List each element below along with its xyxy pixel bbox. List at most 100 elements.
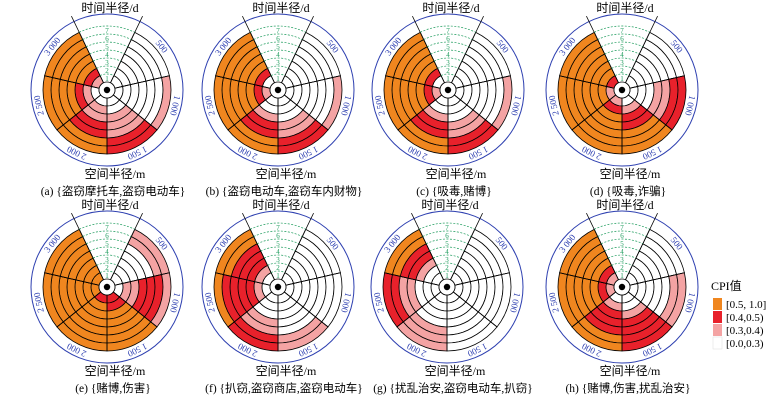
time-ring-arc bbox=[611, 65, 633, 69]
time-tick-label: 7 bbox=[276, 224, 280, 232]
time-tick-label: 1 bbox=[620, 75, 624, 83]
sector-divider bbox=[571, 291, 616, 328]
space-tick-label: 1 000 bbox=[508, 292, 522, 314]
legend-label: [0.0,0.3) bbox=[726, 338, 764, 350]
time-axis-title: 时间半径/d bbox=[421, 198, 478, 212]
chart-caption: (c) {吸毒,赌博} bbox=[416, 184, 492, 198]
sector-divider bbox=[559, 75, 615, 89]
legend-label: [0.4,0.5) bbox=[726, 312, 764, 324]
space-tick-label: 1 000 bbox=[339, 292, 353, 314]
sector-divider bbox=[227, 94, 272, 131]
time-ring-arc bbox=[604, 49, 640, 55]
sector-divider bbox=[242, 212, 275, 280]
sector-divider bbox=[44, 75, 100, 89]
time-tick-label: 7 bbox=[620, 224, 624, 232]
time-ring-arc bbox=[420, 25, 476, 33]
sector-divider bbox=[215, 75, 271, 89]
sector-divider bbox=[453, 291, 498, 328]
sector-divider bbox=[625, 15, 658, 83]
time-ring-arc bbox=[257, 41, 299, 48]
sector-divider bbox=[629, 75, 685, 89]
time-ring-arc bbox=[250, 222, 306, 230]
time-tick-label: 3 bbox=[446, 59, 450, 67]
sector-divider bbox=[285, 75, 341, 89]
time-tick-label: 3 bbox=[105, 256, 109, 264]
chart-caption: (e) {赌博,伤害} bbox=[75, 381, 151, 395]
time-ring-arc bbox=[86, 41, 128, 48]
time-ring-arc bbox=[611, 262, 633, 266]
space-axis-circle bbox=[201, 210, 355, 364]
time-tick-label: 4 bbox=[276, 248, 280, 256]
sector-divider bbox=[56, 291, 101, 328]
time-ring-arc bbox=[419, 222, 475, 230]
time-tick-label: 6 bbox=[276, 232, 280, 240]
sector-divider bbox=[450, 212, 483, 280]
time-tick-label: 7 bbox=[446, 27, 450, 35]
time-tick-label: 5 bbox=[276, 240, 280, 248]
time-ring-arc bbox=[607, 57, 637, 62]
space-tick-label: 2 500 bbox=[203, 291, 217, 313]
time-ring-arc bbox=[432, 254, 462, 259]
sector-divider bbox=[586, 212, 619, 280]
time-axis-title: 时间半径/d bbox=[81, 1, 138, 15]
legend-label: [0.3,0.4) bbox=[726, 325, 764, 337]
time-tick-label: 6 bbox=[620, 35, 624, 43]
time-ring-arc bbox=[433, 57, 463, 62]
time-ring-arc bbox=[601, 41, 643, 48]
time-tick-label: 5 bbox=[105, 240, 109, 248]
center-dot bbox=[103, 283, 111, 291]
time-ring-arc bbox=[607, 254, 637, 259]
center-dot bbox=[274, 283, 282, 291]
time-ring-arc bbox=[436, 262, 458, 266]
chart-caption: (f) {扒窃,盗窃商店,盗窃电动车} bbox=[205, 381, 363, 395]
time-tick-label: 1 bbox=[105, 75, 109, 83]
sector-divider bbox=[114, 272, 170, 286]
time-tick-label: 2 bbox=[276, 67, 280, 75]
center-dot bbox=[443, 283, 451, 291]
center-dot bbox=[103, 86, 111, 94]
time-ring-arc bbox=[439, 270, 455, 273]
time-tick-label: 6 bbox=[446, 35, 450, 43]
time-tick-label: 4 bbox=[276, 51, 280, 59]
chart-caption: (g) {扰乱治安,盗窃电动车,扒窃} bbox=[373, 381, 533, 395]
time-tick-label: 3 bbox=[620, 256, 624, 264]
time-tick-label: 5 bbox=[446, 43, 450, 51]
space-axis-title: 空间半径/m bbox=[85, 364, 146, 378]
space-tick-label: 2 500 bbox=[203, 94, 217, 116]
sector-divider bbox=[284, 291, 329, 328]
space-tick-label: 2 500 bbox=[32, 291, 46, 313]
space-axis-title: 空间半径/m bbox=[600, 167, 661, 181]
time-ring-arc bbox=[96, 262, 118, 266]
center-dot bbox=[618, 283, 626, 291]
sector-divider bbox=[412, 15, 445, 83]
time-tick-label: 5 bbox=[445, 240, 449, 248]
time-ring-arc bbox=[422, 230, 472, 237]
time-axis-title: 时间半径/d bbox=[596, 1, 653, 15]
time-tick-label: 6 bbox=[620, 232, 624, 240]
time-tick-label: 2 bbox=[105, 67, 109, 75]
time-tick-label: 1 bbox=[620, 272, 624, 280]
time-ring-arc bbox=[429, 246, 465, 252]
time-ring-arc bbox=[614, 270, 630, 273]
legend-swatch bbox=[713, 298, 722, 310]
time-ring-arc bbox=[270, 270, 286, 273]
time-tick-label: 4 bbox=[445, 248, 449, 256]
time-tick-label: 4 bbox=[620, 248, 624, 256]
legend-swatch bbox=[713, 311, 722, 323]
time-tick-label: 7 bbox=[445, 224, 449, 232]
legend-label: [0.5, 1.0] bbox=[726, 299, 766, 311]
sector-divider bbox=[411, 212, 444, 280]
sector-divider bbox=[71, 212, 104, 280]
space-axis-circle bbox=[201, 13, 355, 167]
space-axis-circle bbox=[545, 210, 699, 364]
time-ring-arc bbox=[263, 254, 293, 259]
sector-divider bbox=[110, 212, 143, 280]
center-dot bbox=[444, 86, 452, 94]
sector-divider bbox=[56, 94, 101, 131]
sector-divider bbox=[113, 94, 158, 131]
time-tick-label: 4 bbox=[446, 51, 450, 59]
time-tick-label: 7 bbox=[620, 27, 624, 35]
